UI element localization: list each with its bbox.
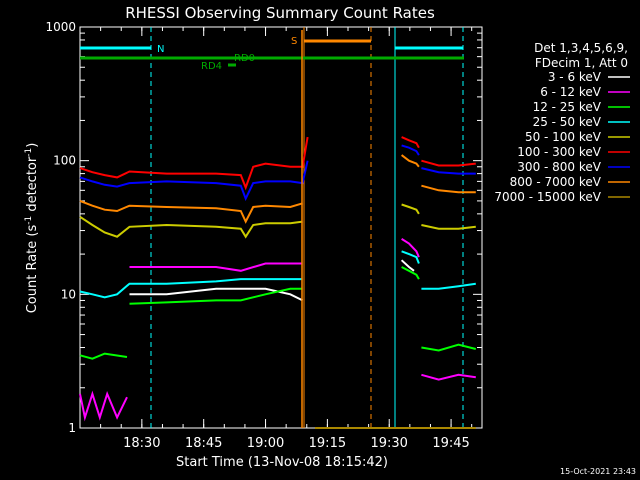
y-tick-label: 1000 — [45, 20, 76, 34]
x-tick-label: 19:00 — [247, 436, 284, 451]
series-line — [129, 262, 303, 272]
series-line — [421, 159, 476, 167]
x-tick-label: 18:30 — [123, 436, 160, 451]
flag-label-rd0: RD0 — [234, 53, 255, 64]
x-axis-label: Start Time (13-Nov-08 18:15:42) — [176, 455, 388, 470]
legend-entry-label: 12 - 25 keV — [533, 100, 602, 114]
legend: Det 1,3,4,5,6,9,FDecim 1, Att 03 - 6 keV… — [494, 41, 630, 204]
series-line — [79, 215, 303, 239]
y-axis-label-mid: detector — [25, 156, 40, 216]
series-line — [401, 203, 420, 215]
legend-entry-label: 3 - 6 keV — [548, 70, 602, 84]
y-axis-label: Count Rate (s-1 detector-1) — [24, 143, 40, 314]
y-tick-label: 100 — [53, 154, 76, 168]
series-line — [401, 250, 420, 264]
series-line — [79, 136, 309, 191]
x-tick-label: 19:15 — [309, 436, 346, 451]
y-axis-label-exp1: -1 — [24, 216, 34, 225]
legend-entry-label: 6 - 12 keV — [540, 85, 602, 99]
footer-timestamp: 15-Oct-2021 23:43 — [560, 467, 636, 476]
series-line — [79, 160, 309, 202]
legend-entry-label: 100 - 300 keV — [517, 145, 601, 159]
series-line — [79, 352, 128, 360]
legend-entry-label: 7000 - 15000 keV — [494, 190, 601, 204]
series-line — [421, 167, 476, 175]
legend-entry-label: 25 - 50 keV — [533, 115, 602, 129]
series-line — [421, 184, 476, 194]
axes: 1 10 100 1000 18:30 18:45 19:00 19:15 19:30 19:45 — [45, 20, 483, 451]
x-tick-label: 19:30 — [370, 436, 407, 451]
y-tick-label: 10 — [61, 287, 76, 301]
series-line — [421, 282, 476, 290]
x-tick-label: 19:45 — [432, 436, 469, 451]
flag-label-n: N — [157, 44, 164, 55]
series-line — [79, 390, 128, 422]
series-line — [129, 287, 303, 305]
flag-label-rd4: RD4 — [201, 61, 222, 72]
series-line — [401, 136, 420, 149]
legend-header: Det 1,3,4,5,6,9, — [534, 41, 628, 55]
series-line — [421, 343, 477, 352]
series-line — [79, 278, 303, 299]
y-tick-label: 1 — [68, 421, 76, 435]
series-line — [401, 144, 420, 156]
legend-entry-label: 800 - 7000 keV — [510, 175, 602, 189]
x-tick-label: 18:45 — [185, 436, 222, 451]
series-line — [400, 259, 415, 272]
series-line — [79, 199, 303, 224]
plot-frame — [79, 26, 483, 429]
series-line — [401, 266, 420, 280]
y-axis-label-end: ) — [25, 143, 40, 148]
series-line — [421, 224, 476, 230]
series-line — [421, 373, 476, 381]
series-line — [129, 287, 304, 302]
y-axis-label-exp2: -1 — [24, 148, 34, 157]
y-axis-label-main: Count Rate (s — [25, 225, 40, 314]
legend-header: FDecim 1, Att 0 — [535, 56, 628, 70]
series-line — [401, 238, 420, 258]
legend-entry-label: 300 - 800 keV — [517, 160, 601, 174]
legend-entry-label: 50 - 100 keV — [525, 130, 602, 144]
series-line — [400, 154, 420, 168]
chart-title: RHESSI Observing Summary Count Rates — [125, 4, 435, 22]
flag-label-s: S — [291, 36, 297, 47]
plot-area: N S RD0 RD4 — [79, 27, 477, 429]
